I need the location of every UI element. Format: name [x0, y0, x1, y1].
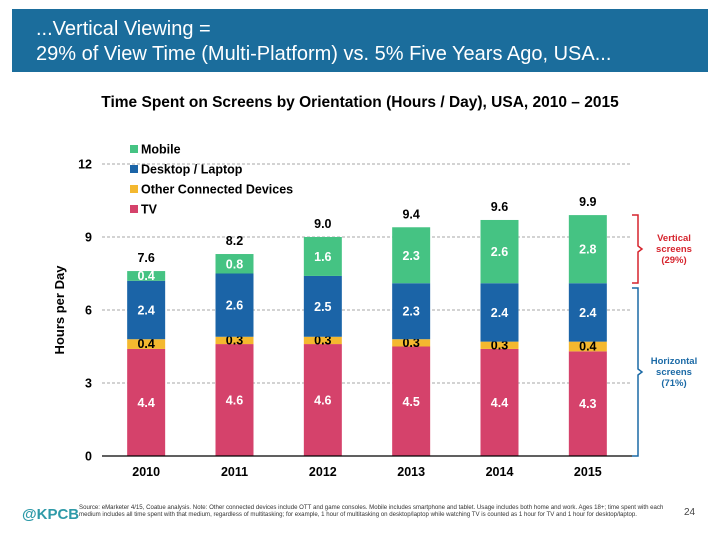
horizontal-annotation-text: screens	[656, 367, 692, 378]
bar-segment	[480, 219, 519, 284]
vertical-annotation-text: screens	[656, 244, 692, 255]
x-tick-label: 2015	[574, 465, 602, 479]
data-label: 0.3	[402, 336, 419, 350]
data-label: 2.3	[402, 305, 419, 319]
header-banner: ...Vertical Viewing = 29% of View Time (…	[12, 9, 708, 72]
bar-segment	[303, 344, 342, 456]
x-tick-label: 2010	[132, 465, 160, 479]
bar-segment	[303, 336, 342, 345]
y-axis-label: Hours per Day	[52, 265, 67, 355]
data-label: 0.3	[226, 333, 243, 347]
data-label: 2.8	[579, 243, 596, 257]
data-label: 4.6	[226, 394, 243, 408]
footer: @KPCB Source: eMarketer 4/15, Coatue ana…	[0, 498, 720, 540]
vertical-brace-icon	[632, 214, 644, 284]
stacked-bar-chart: 0 3 6 9 12 Hours per Day 4.4 0.4 2.4 0.4 7.6 2010 4.…	[52, 143, 697, 480]
bar-segment	[480, 341, 519, 349]
legend-entry: Mobile	[141, 143, 181, 157]
total-label: 7.6	[137, 251, 154, 265]
bar-segment	[392, 283, 431, 340]
bar-segment	[392, 227, 431, 284]
data-label: 0.4	[579, 340, 596, 354]
bar-segment	[392, 346, 431, 456]
bar-segment	[127, 339, 166, 349]
horizontal-brace-icon	[632, 287, 644, 457]
total-label: 8.2	[226, 234, 243, 248]
data-label: 0.8	[226, 257, 243, 271]
bar-segment	[568, 351, 607, 456]
data-label: 0.3	[491, 338, 508, 352]
chart-title: Time Spent on Screens by Orientation (Ho…	[101, 94, 619, 111]
bar-segment	[392, 339, 431, 347]
source-note: Source: eMarketer 4/15, Coatue analysis.…	[79, 504, 664, 519]
y-tick-label: 12	[78, 158, 92, 172]
data-label: 0.3	[314, 333, 331, 347]
data-label: 4.4	[137, 396, 154, 410]
data-label: 2.4	[491, 306, 508, 320]
bar-segment	[215, 344, 254, 456]
banner-line-2: 29% of View Time (Multi-Platform) vs. 5%…	[36, 43, 612, 65]
bar-segment	[127, 280, 166, 340]
total-label: 9.6	[491, 200, 508, 214]
data-label: 4.5	[402, 395, 419, 409]
kpcb-logo: @KPCB	[22, 506, 80, 523]
legend-swatch	[130, 205, 138, 213]
data-label: 1.6	[314, 250, 331, 264]
legend-entry: TV	[141, 203, 158, 217]
legend-swatch	[130, 165, 138, 173]
bar-segment	[568, 283, 607, 342]
vertical-annotation-text: Vertical	[657, 233, 691, 244]
legend-entry: Other Connected Devices	[141, 183, 293, 197]
data-label: 2.6	[226, 299, 243, 313]
x-tick-label: 2013	[397, 465, 425, 479]
y-tick-label: 6	[85, 304, 92, 318]
y-tick-label: 0	[85, 450, 92, 464]
bar-segment	[215, 273, 254, 337]
data-label: 4.4	[491, 396, 508, 410]
x-tick-label: 2011	[221, 465, 248, 479]
bar-segment	[568, 215, 607, 284]
data-label: 4.6	[314, 394, 331, 408]
bar-segment	[303, 237, 342, 276]
data-label: 0.4	[137, 337, 154, 351]
x-tick-label: 2014	[486, 465, 514, 479]
banner-line-1: ...Vertical Viewing =	[36, 18, 211, 40]
bar-segment	[127, 271, 166, 281]
bar-segment	[568, 341, 607, 352]
data-label: 4.3	[579, 397, 596, 411]
bar-segment	[480, 283, 519, 342]
horizontal-annotation-text: Horizontal	[651, 356, 697, 367]
total-label: 9.0	[314, 217, 331, 231]
bar-segment	[480, 348, 519, 456]
horizontal-annotation-text: (71%)	[661, 378, 686, 389]
data-label: 2.6	[491, 245, 508, 259]
bar-segment	[303, 275, 342, 337]
vertical-annotation-text: (29%)	[661, 255, 686, 266]
data-label: 2.5	[314, 300, 331, 314]
total-label: 9.9	[579, 195, 596, 209]
bar-segment	[127, 348, 166, 456]
x-tick-label: 2012	[309, 465, 337, 479]
bar-segment	[215, 336, 254, 345]
data-label: 2.4	[579, 306, 596, 320]
data-label: 2.3	[402, 249, 419, 263]
data-label: 0.4	[137, 269, 154, 283]
y-tick-label: 9	[85, 231, 92, 245]
legend-entry: Desktop / Laptop	[141, 163, 243, 177]
legend-swatch	[130, 185, 138, 193]
data-label: 2.4	[137, 304, 154, 318]
legend-swatch	[130, 145, 138, 153]
bar-segment	[215, 254, 254, 274]
page-number: 24	[684, 507, 696, 518]
y-tick-label: 3	[85, 377, 92, 391]
total-label: 9.4	[402, 207, 419, 221]
